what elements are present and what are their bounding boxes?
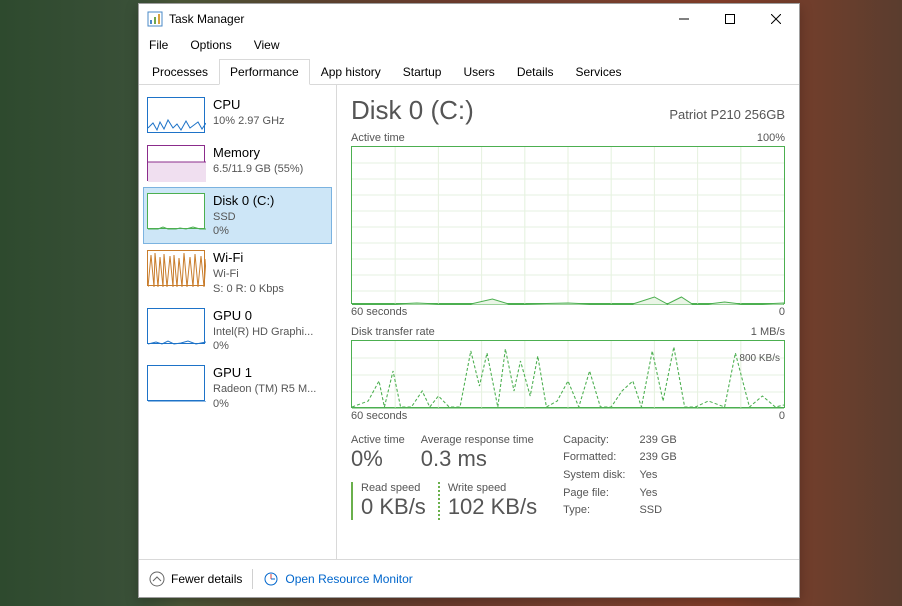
sidebar-item-sub2: 0%: [213, 224, 274, 238]
footer: Fewer details Open Resource Monitor: [139, 559, 799, 597]
close-button[interactable]: [753, 4, 799, 34]
device-model: Patriot P210 256GB: [669, 107, 785, 122]
window-title: Task Manager: [169, 12, 661, 26]
tab-apphistory[interactable]: App history: [310, 59, 392, 85]
stat-readspeed-label: Read speed: [361, 482, 426, 494]
sidebar-item-sub2: S: 0 R: 0 Kbps: [213, 282, 284, 296]
menu-file[interactable]: File: [145, 36, 172, 54]
chart1-br: 0: [779, 306, 785, 318]
sidebar-item-label: GPU 1: [213, 365, 316, 382]
task-manager-window: Task Manager File Options View Processes…: [138, 3, 800, 598]
sidebar-item-label: GPU 0: [213, 308, 313, 325]
sidebar-item-wifi[interactable]: Wi-Fi Wi-Fi S: 0 R: 0 Kbps: [143, 244, 332, 301]
disk-thumb-chart: [147, 193, 205, 229]
sidebar-item-sub2: 0%: [213, 339, 313, 353]
stat-avgresp-value: 0.3 ms: [421, 446, 534, 472]
tab-details[interactable]: Details: [506, 59, 565, 85]
stat-writespeed-label: Write speed: [448, 482, 537, 494]
chart2-max: 1 MB/s: [751, 326, 785, 338]
cpu-thumb-chart: [147, 97, 205, 133]
separator: [252, 569, 253, 589]
chart2-br: 0: [779, 410, 785, 422]
transfer-rate-chart: 800 KB/s: [351, 340, 785, 408]
tab-performance[interactable]: Performance: [219, 59, 310, 85]
chart2-label: Disk transfer rate: [351, 326, 435, 338]
open-resource-monitor-link[interactable]: Open Resource Monitor: [263, 571, 412, 587]
stat-activetime-value: 0%: [351, 446, 405, 472]
sidebar-item-sub: Wi-Fi: [213, 267, 284, 281]
chevron-up-icon: [149, 571, 165, 587]
tab-users[interactable]: Users: [452, 59, 505, 85]
detail-pane: Disk 0 (C:) Patriot P210 256GB Active ti…: [337, 85, 799, 559]
stat-activetime-label: Active time: [351, 434, 405, 446]
tab-strip: Processes Performance App history Startu…: [139, 58, 799, 85]
menu-view[interactable]: View: [250, 36, 284, 54]
tab-services[interactable]: Services: [565, 59, 633, 85]
menubar: File Options View: [139, 34, 799, 58]
sidebar-item-sub: Radeon (TM) R5 M...: [213, 382, 316, 396]
chart1-max: 100%: [757, 132, 785, 144]
stat-readspeed-value: 0 KB/s: [361, 494, 426, 520]
titlebar[interactable]: Task Manager: [139, 4, 799, 34]
sidebar-item-gpu1[interactable]: GPU 1 Radeon (TM) R5 M... 0%: [143, 359, 332, 416]
disk-properties: Capacity:239 GB Formatted:239 GB System …: [561, 430, 691, 520]
sidebar-item-cpu[interactable]: CPU 10% 2.97 GHz: [143, 91, 332, 139]
sidebar-item-gpu0[interactable]: GPU 0 Intel(R) HD Graphi... 0%: [143, 302, 332, 359]
active-time-chart: [351, 146, 785, 304]
chart1-bl: 60 seconds: [351, 306, 407, 318]
sidebar-item-disk[interactable]: Disk 0 (C:) SSD 0%: [143, 187, 332, 244]
sidebar-item-sub: 10% 2.97 GHz: [213, 114, 285, 128]
maximize-button[interactable]: [707, 4, 753, 34]
sidebar-item-label: Disk 0 (C:): [213, 193, 274, 210]
fewer-details-button[interactable]: Fewer details: [149, 571, 242, 587]
sidebar-item-sub: 6.5/11.9 GB (55%): [213, 162, 303, 176]
gpu1-thumb-chart: [147, 365, 205, 401]
chart2-bl: 60 seconds: [351, 410, 407, 422]
chart1-label: Active time: [351, 132, 405, 144]
gpu0-thumb-chart: [147, 308, 205, 344]
resource-sidebar: CPU 10% 2.97 GHz Memory 6.5/11.9 GB (55%…: [139, 85, 337, 559]
sidebar-item-sub: Intel(R) HD Graphi...: [213, 325, 313, 339]
minimize-button[interactable]: [661, 4, 707, 34]
memory-thumb-chart: [147, 145, 205, 181]
page-title: Disk 0 (C:): [351, 95, 474, 126]
tab-startup[interactable]: Startup: [392, 59, 453, 85]
app-icon: [147, 11, 163, 27]
menu-options[interactable]: Options: [186, 36, 235, 54]
stat-avgresp-label: Average response time: [421, 434, 534, 446]
sidebar-item-label: Memory: [213, 145, 303, 162]
stat-writespeed-value: 102 KB/s: [448, 494, 537, 520]
sidebar-item-sub: SSD: [213, 210, 274, 224]
chart2-annot: 800 KB/s: [739, 353, 780, 364]
tab-processes[interactable]: Processes: [141, 59, 219, 85]
sidebar-item-memory[interactable]: Memory 6.5/11.9 GB (55%): [143, 139, 332, 187]
sidebar-item-label: Wi-Fi: [213, 250, 284, 267]
wifi-thumb-chart: [147, 250, 205, 286]
sidebar-item-sub2: 0%: [213, 397, 316, 411]
resmon-icon: [263, 571, 279, 587]
sidebar-item-label: CPU: [213, 97, 285, 114]
